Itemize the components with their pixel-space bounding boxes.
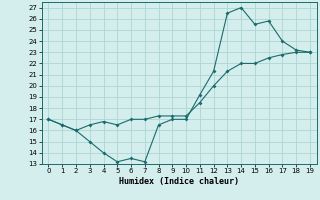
X-axis label: Humidex (Indice chaleur): Humidex (Indice chaleur) (119, 177, 239, 186)
